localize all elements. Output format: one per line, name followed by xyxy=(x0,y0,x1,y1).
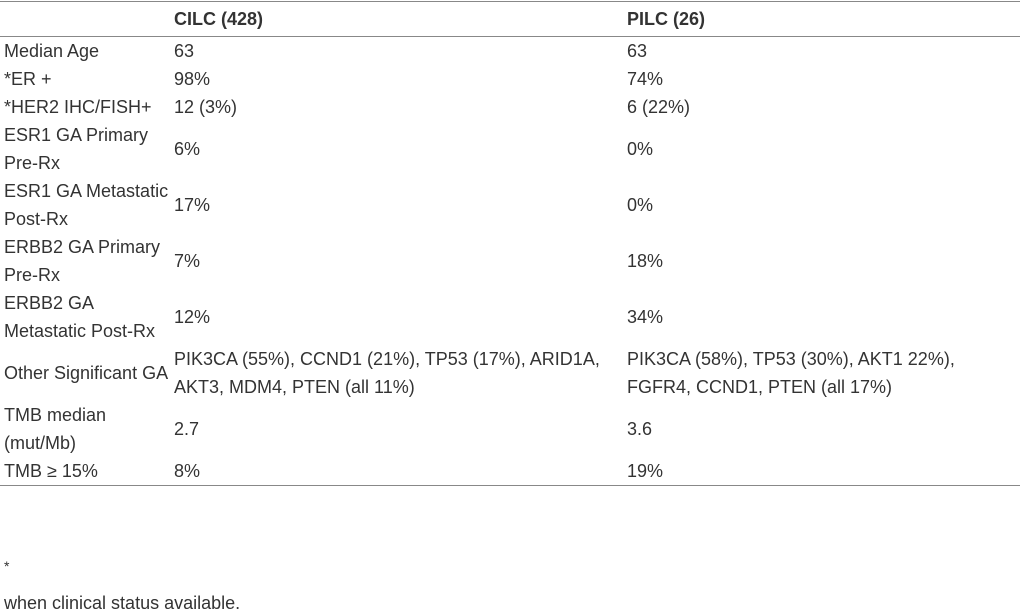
cilc-value: 6% xyxy=(174,139,201,159)
table-row: ERBB2 GA Primary Pre-Rx 7% 18% xyxy=(0,233,1020,289)
table-row: ERBB2 GA Metastatic Post-Rx 12% 34% xyxy=(0,289,1020,345)
pilc-value: 3.6 xyxy=(627,419,653,439)
cilc-value: 63 xyxy=(174,41,195,61)
table-row: *HER2 IHC/FISH+ 12 (3%) 6 (22%) xyxy=(0,93,1020,121)
pilc-value: 74% xyxy=(627,69,664,89)
pilc-value: PIK3CA (58%), TP53 (30%), AKT1 22%), FGF… xyxy=(627,349,955,397)
cilc-value: PIK3CA (55%), CCND1 (21%), TP53 (17%), A… xyxy=(174,349,600,397)
pilc-value: 34% xyxy=(627,307,664,327)
row-label: *HER2 IHC/FISH+ xyxy=(4,97,152,117)
pilc-value: 0% xyxy=(627,195,654,215)
cilc-value: 12 (3%) xyxy=(174,97,238,117)
comparison-table: CILC (428) PILC (26) Median Age 63 63 *E… xyxy=(0,1,1020,486)
cilc-value: 2.7 xyxy=(174,419,200,439)
pilc-value: 63 xyxy=(627,41,648,61)
footnote-mark: * xyxy=(4,558,10,574)
pilc-value: 18% xyxy=(627,251,664,271)
cilc-value: 12% xyxy=(174,307,211,327)
header-pilc: PILC (26) xyxy=(627,9,706,29)
pilc-value: 0% xyxy=(627,139,654,159)
cilc-value: 8% xyxy=(174,461,201,481)
footnote-text: when clinical status available. xyxy=(4,593,241,613)
table-row: Other Significant GA PIK3CA (55%), CCND1… xyxy=(0,345,1020,401)
row-label: Other Significant GA xyxy=(4,363,169,383)
pilc-value: 19% xyxy=(627,461,664,481)
table-header-row: CILC (428) PILC (26) xyxy=(0,1,1020,37)
row-label: TMB median (mut/Mb) xyxy=(4,405,107,453)
row-label: ESR1 GA Metastatic Post-Rx xyxy=(4,181,169,229)
table-row: ESR1 GA Metastatic Post-Rx 17% 0% xyxy=(0,177,1020,233)
table-row: TMB median (mut/Mb) 2.7 3.6 xyxy=(0,401,1020,457)
header-empty xyxy=(0,2,170,37)
cilc-value: 98% xyxy=(174,69,211,89)
row-label: ERBB2 GA Metastatic Post-Rx xyxy=(4,293,156,341)
cilc-value: 17% xyxy=(174,195,211,215)
pilc-value: 6 (22%) xyxy=(627,97,691,117)
table-row: Median Age 63 63 xyxy=(0,37,1020,66)
table-row: ESR1 GA Primary Pre-Rx 6% 0% xyxy=(0,121,1020,177)
table-row: TMB ≥ 15% 8% 19% xyxy=(0,457,1020,486)
row-label: Median Age xyxy=(4,41,100,61)
comparison-table-container: CILC (428) PILC (26) Median Age 63 63 *E… xyxy=(0,1,1020,486)
table-row: *ER + 98% 74% xyxy=(0,65,1020,93)
header-cilc: CILC (428) xyxy=(174,9,264,29)
cilc-value: 7% xyxy=(174,251,201,271)
row-label: ERBB2 GA Primary Pre-Rx xyxy=(4,237,161,285)
row-label: TMB ≥ 15% xyxy=(4,461,98,481)
row-label: *ER + xyxy=(4,69,52,89)
row-label: ESR1 GA Primary Pre-Rx xyxy=(4,125,149,173)
